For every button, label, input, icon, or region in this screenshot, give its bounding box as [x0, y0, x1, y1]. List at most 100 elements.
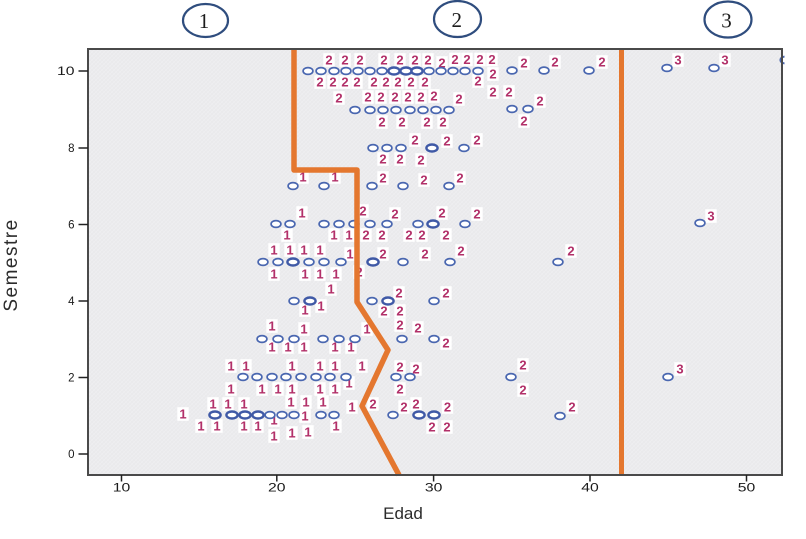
svg-text:1: 1 — [179, 407, 186, 422]
svg-text:1: 1 — [197, 419, 204, 434]
svg-text:1: 1 — [348, 400, 355, 415]
svg-text:2: 2 — [442, 228, 449, 243]
svg-text:1: 1 — [270, 267, 277, 282]
svg-text:2: 2 — [379, 171, 386, 186]
svg-text:1: 1 — [213, 419, 220, 434]
svg-text:2: 2 — [380, 304, 387, 319]
svg-text:2: 2 — [418, 228, 425, 243]
svg-text:4: 4 — [68, 296, 75, 308]
svg-text:2: 2 — [391, 90, 398, 105]
svg-text:2: 2 — [417, 90, 424, 105]
svg-text:2: 2 — [519, 358, 526, 373]
svg-text:2: 2 — [396, 382, 403, 397]
svg-text:2: 2 — [329, 75, 336, 90]
svg-text:2: 2 — [396, 53, 403, 68]
svg-text:2: 2 — [369, 397, 376, 412]
svg-text:2: 2 — [520, 56, 527, 71]
svg-text:1: 1 — [254, 419, 261, 434]
svg-text:1: 1 — [363, 322, 370, 337]
svg-text:1: 1 — [209, 397, 216, 412]
svg-text:2: 2 — [377, 90, 384, 105]
svg-text:2: 2 — [451, 52, 458, 67]
svg-text:2: 2 — [443, 420, 450, 435]
svg-text:1: 1 — [301, 409, 308, 424]
svg-text:Edad: Edad — [383, 504, 423, 523]
svg-text:1: 1 — [268, 340, 275, 355]
svg-text:2: 2 — [443, 134, 450, 149]
svg-text:2: 2 — [404, 90, 411, 105]
svg-text:1: 1 — [331, 359, 338, 374]
svg-text:1: 1 — [300, 322, 307, 337]
svg-text:1: 1 — [345, 228, 352, 243]
svg-text:2: 2 — [379, 152, 386, 167]
svg-text:1: 1 — [304, 425, 311, 440]
svg-text:1: 1 — [288, 359, 295, 374]
svg-text:50: 50 — [738, 483, 756, 495]
svg-text:2: 2 — [438, 56, 445, 71]
svg-text:1: 1 — [227, 359, 234, 374]
svg-text:1: 1 — [227, 382, 234, 397]
svg-text:2: 2 — [473, 133, 480, 148]
svg-text:2: 2 — [396, 304, 403, 319]
svg-text:2: 2 — [396, 318, 403, 333]
svg-text:1: 1 — [298, 206, 305, 221]
svg-text:2: 2 — [428, 420, 435, 435]
svg-text:1: 1 — [300, 340, 307, 355]
svg-text:2: 2 — [519, 383, 526, 398]
svg-text:2: 2 — [567, 244, 574, 259]
svg-text:2: 2 — [455, 92, 462, 107]
svg-text:2: 2 — [444, 400, 451, 415]
svg-text:2: 2 — [442, 286, 449, 301]
svg-text:1: 1 — [199, 9, 210, 33]
svg-text:2: 2 — [405, 228, 412, 243]
svg-text:2: 2 — [520, 114, 527, 129]
svg-text:2: 2 — [423, 115, 430, 130]
svg-text:2: 2 — [353, 75, 360, 90]
svg-text:2: 2 — [489, 67, 496, 82]
svg-text:2: 2 — [364, 90, 371, 105]
svg-text:3: 3 — [674, 53, 681, 68]
svg-text:2: 2 — [362, 228, 369, 243]
svg-text:2: 2 — [473, 207, 480, 222]
svg-text:1: 1 — [224, 397, 231, 412]
svg-text:2: 2 — [356, 53, 363, 68]
svg-text:1: 1 — [274, 382, 281, 397]
svg-text:1: 1 — [288, 426, 295, 441]
svg-text:1: 1 — [332, 419, 339, 434]
svg-text:1: 1 — [299, 170, 306, 185]
svg-text:2: 2 — [335, 91, 342, 106]
svg-text:1: 1 — [319, 395, 326, 410]
svg-text:1: 1 — [332, 267, 339, 282]
svg-text:2: 2 — [551, 55, 558, 70]
svg-text:2: 2 — [396, 360, 403, 375]
svg-text:2: 2 — [414, 321, 421, 336]
svg-text:2: 2 — [476, 52, 483, 67]
svg-text:1: 1 — [345, 376, 352, 391]
svg-text:2: 2 — [488, 52, 495, 67]
svg-text:2: 2 — [463, 52, 470, 67]
svg-text:2: 2 — [568, 400, 575, 415]
svg-text:1: 1 — [301, 303, 308, 318]
svg-text:1: 1 — [301, 267, 308, 282]
svg-text:2: 2 — [396, 152, 403, 167]
svg-text:2: 2 — [380, 53, 387, 68]
svg-text:2: 2 — [325, 53, 332, 68]
svg-text:1: 1 — [270, 243, 277, 258]
svg-text:2: 2 — [407, 75, 414, 90]
svg-text:1: 1 — [270, 413, 277, 428]
svg-text:1: 1 — [316, 267, 323, 282]
svg-text:2: 2 — [421, 75, 428, 90]
svg-text:1: 1 — [317, 299, 324, 314]
svg-text:3: 3 — [676, 362, 683, 377]
svg-text:3: 3 — [707, 209, 714, 224]
svg-text:2: 2 — [341, 53, 348, 68]
svg-text:30: 30 — [425, 483, 443, 495]
svg-text:2: 2 — [424, 53, 431, 68]
svg-text:1: 1 — [283, 228, 290, 243]
svg-text:2: 2 — [316, 75, 323, 90]
svg-text:1: 1 — [316, 243, 323, 258]
svg-text:2: 2 — [438, 206, 445, 221]
svg-text:2: 2 — [391, 207, 398, 222]
svg-text:2: 2 — [398, 115, 405, 130]
svg-text:2: 2 — [412, 397, 419, 412]
